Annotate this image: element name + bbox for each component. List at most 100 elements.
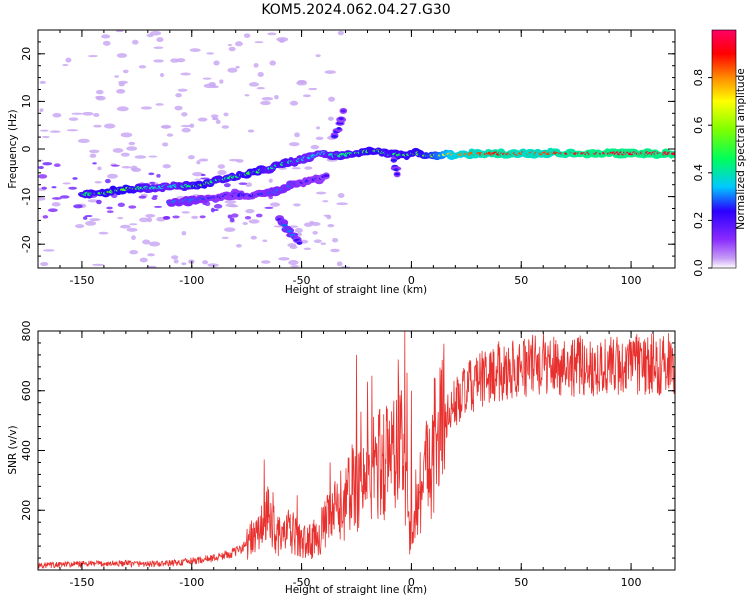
spectrogram-noise-point <box>41 186 47 190</box>
colorbar-tick-label: 0.6 <box>692 116 705 134</box>
spectrogram-noise-point <box>82 216 88 220</box>
spectrogram-ridge-point <box>336 127 341 130</box>
spectrogram-noise-point <box>162 142 169 147</box>
spectrogram-noise-point <box>153 59 164 63</box>
spectrogram-noise-point <box>174 105 183 111</box>
spectrogram-x-tick-label: 100 <box>621 274 642 287</box>
spectrogram-noise-point <box>111 164 120 167</box>
spectrogram-noise-point <box>278 257 290 261</box>
spectrogram-noise-point <box>42 162 53 166</box>
spectrogram-noise-point <box>153 46 164 49</box>
spectrogram-x-axis-label: Height of straight line (km) <box>285 284 427 296</box>
spectrogram-noise-point <box>104 178 111 184</box>
spectrogram-noise-point <box>132 39 139 45</box>
snr-panel: -150 -100 -50 0 50 100 200 400 600 800 Height of … <box>7 321 676 596</box>
spectrogram-y-tick-label: 20 <box>20 47 33 61</box>
spectrogram-noise-point <box>122 69 129 74</box>
spectrogram-noise-point <box>128 141 136 146</box>
spectrogram-noise-point <box>116 106 129 112</box>
spectrogram-noise-point <box>101 34 111 39</box>
spectrogram-noise-point <box>68 117 79 121</box>
spectrogram-noise-point <box>117 216 124 220</box>
colorbar-tick-label: 0.0 <box>692 259 705 277</box>
spectrogram-ridge-point <box>671 152 675 156</box>
spectrogram-noise-point <box>294 227 303 233</box>
spectrogram-noise-point <box>327 223 335 228</box>
snr-x-tick-label: 100 <box>621 576 642 589</box>
spectrogram-noise-point <box>156 37 164 43</box>
spectrogram-noise-point <box>117 202 125 207</box>
spectrogram-noise-point <box>221 125 230 129</box>
spectrogram-noise-point <box>324 70 336 74</box>
spectrogram-noise-point <box>221 236 229 239</box>
spectrogram-noise-point <box>320 242 326 245</box>
spectrogram-noise-point <box>154 205 163 208</box>
spectrogram-noise-point <box>308 87 318 91</box>
spectrogram-noise-point <box>244 215 252 220</box>
spectrogram-noise-point <box>248 219 260 224</box>
spectrogram-noise-point <box>48 208 58 213</box>
spectrogram-noise-point <box>315 136 324 141</box>
spectrogram-noise-point <box>256 86 266 90</box>
spectrogram-noise-point <box>75 224 85 229</box>
spectrogram-noise-point <box>244 94 250 97</box>
spectrogram-noise-point <box>96 199 102 205</box>
spectrogram-noise-point <box>312 230 318 235</box>
spectrogram-noise-point <box>268 178 273 183</box>
spectrogram-noise-point <box>163 216 171 220</box>
spectrogram-noise-point <box>254 41 264 44</box>
spectrogram-y-tick-label: 0 <box>20 146 33 153</box>
spectrogram-noise-point <box>96 89 104 95</box>
spectrogram-noise-point <box>84 214 93 218</box>
snr-x-tick-label: 0 <box>408 576 415 589</box>
spectrogram-noise-point <box>71 112 84 115</box>
spectrogram-noise-point <box>156 173 161 178</box>
spectrogram-noise-point <box>243 33 251 38</box>
spectrogram-noise-point <box>247 129 255 133</box>
spectrogram-noise-point <box>206 52 215 55</box>
spectrogram-noise-point <box>189 123 195 128</box>
spectrogram-noise-point <box>93 124 102 128</box>
spectrogram-noise-point <box>337 193 345 199</box>
spectrogram-noise-point <box>146 217 153 223</box>
spectrogram-noise-point <box>146 33 154 38</box>
spectrogram-noise-point <box>199 215 206 219</box>
spectrogram-noise-point <box>139 217 150 223</box>
spectrogram-noise-point <box>227 43 233 47</box>
spectrogram-y-axis-label: Frequency (Hz) <box>7 109 19 188</box>
spectrogram-noise-point <box>95 95 103 99</box>
snr-x-tick-label: -50 <box>293 576 311 589</box>
spectrogram-noise-point <box>315 54 321 58</box>
figure-title: KOM5.2024.062.04.27.G30 <box>261 2 450 18</box>
colorbar-gradient <box>712 30 736 268</box>
spectrogram-noise-point <box>146 265 157 268</box>
spectrogram-noise-point <box>119 224 131 229</box>
spectrogram-noise-point <box>288 260 299 266</box>
spectrogram-noise-point <box>208 81 216 87</box>
spectrogram-noise-point <box>87 54 98 58</box>
spectrogram-noise-point <box>260 100 271 106</box>
spectrogram-noise-point <box>92 263 104 266</box>
spectrogram-noise-point <box>140 106 153 110</box>
spectrogram-noise-point <box>106 210 114 213</box>
spectrogram-noise-point <box>242 222 248 225</box>
spectrogram-noise-point <box>291 167 302 170</box>
spectrogram-noise-point <box>148 155 158 158</box>
spectrogram-ridge-point <box>390 159 398 162</box>
spectrogram-noise-point <box>65 57 72 63</box>
spectrogram-noise-point <box>327 116 334 121</box>
spectrogram-noise-point <box>187 155 195 160</box>
spectrogram-noise-point <box>253 62 259 68</box>
spectrogram-noise-point <box>155 103 164 106</box>
spectrogram-noise-point <box>116 88 126 94</box>
spectrogram-noise-point <box>128 205 137 209</box>
spectrogram-noise-point <box>72 177 78 180</box>
spectrogram-noise-point <box>38 197 46 201</box>
spectrogram-x-tick-label: -50 <box>293 274 311 287</box>
colorbar-axes: 0.0 0.2 0.4 0.6 0.8 <box>692 29 737 277</box>
spectrogram-noise-point <box>131 235 136 241</box>
snr-y-tick-label: 200 <box>20 500 33 521</box>
